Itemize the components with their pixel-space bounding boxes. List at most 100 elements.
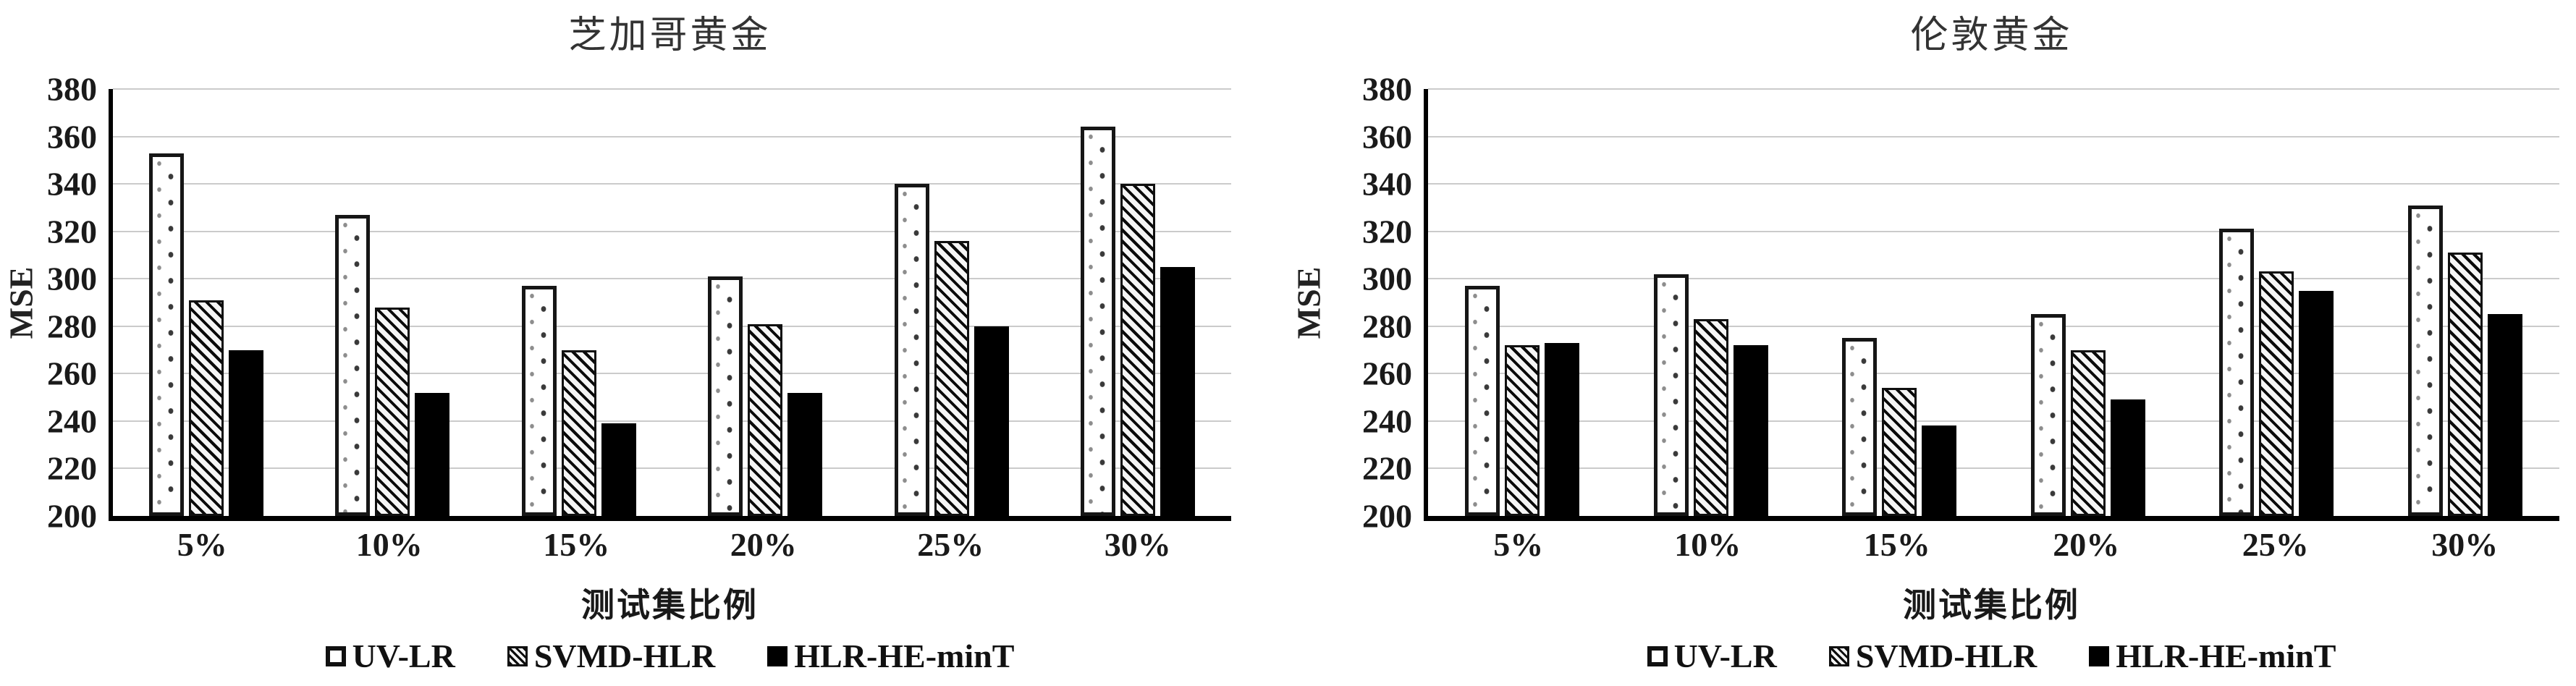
bar-group-20pct [1994,89,2182,516]
x-tick-label-30pct: 30% [2431,526,2499,563]
legend-item-svmd-hlr: SVMD-HLR [1828,637,2037,675]
bar-group-15pct [1805,89,1993,516]
bar-svmd-hlr-25pct [2259,271,2294,516]
y-tick-label-380: 380 [1362,70,1412,108]
legend-item-uv-lr: UV-LR [1647,637,1777,675]
gridline [1428,88,2559,90]
gridline [1428,373,2559,375]
bar-svmd-hlr-20pct [748,323,783,516]
y-tick-label-340: 340 [47,165,97,203]
bar-uv-lr-30pct [1081,127,1116,516]
legend: UV-LR SVMD-HLR HLR-HE-minT [1424,637,2559,675]
bar-svmd-hlr-30pct [2447,253,2483,516]
y-tick-label-240: 240 [47,402,97,440]
bar-hlr-he-mint-10pct [1733,345,1768,516]
x-tick-label-10pct: 10% [355,526,423,563]
bar-svmd-hlr-15pct [1882,388,1917,516]
bar-svmd-hlr-30pct [1120,184,1156,516]
x-tick-label-10pct: 10% [1674,526,1741,563]
y-tick-label-300: 300 [47,260,97,297]
gridline [1428,467,2559,470]
x-tick-label-25pct: 25% [2242,526,2309,563]
y-tick-label-240: 240 [1362,402,1412,440]
legend-label-hlr-he-mint: HLR-HE-minT [2116,638,2336,674]
y-tick-label-280: 280 [47,308,97,345]
legend-item-hlr-he-mint: HLR-HE-minT [2089,637,2336,675]
bar-hlr-he-mint-15pct [601,423,636,516]
y-tick-label-320: 320 [47,213,97,250]
x-tick-label-15pct: 15% [1863,526,1930,563]
x-axis-title: 测试集比例 [1903,587,2080,624]
legend: UV-LR SVMD-HLR HLR-HE-minT [109,637,1231,675]
bar-group-30pct [2371,89,2559,516]
x-tick-label-15pct: 15% [543,526,610,563]
legend-label-uv-lr: UV-LR [1673,638,1777,674]
bar-hlr-he-mint-15pct [1922,425,1957,516]
bar-svmd-hlr-10pct [375,307,410,516]
bar-svmd-hlr-5pct [1505,345,1540,516]
legend-label-uv-lr: UV-LR [352,638,455,674]
y-tick-label-300: 300 [1362,260,1412,297]
y-tick-label-360: 360 [47,118,97,156]
x-tick-label-25pct: 25% [917,526,984,563]
y-tick-label-260: 260 [1362,355,1412,392]
y-tick-label-320: 320 [1362,213,1412,250]
y-tick-label-200: 200 [1362,497,1412,535]
bar-uv-lr-25pct [894,184,929,516]
y-axis-ticks: 380 360 340 320 300 280 260 240 220 200 [0,71,97,535]
bar-svmd-hlr-25pct [934,240,969,516]
bar-svmd-hlr-5pct [188,300,224,516]
gridline [113,135,1231,137]
bar-svmd-hlr-15pct [561,350,596,516]
bar-group-10pct [299,89,485,516]
gridline [1428,325,2559,327]
bar-uv-lr-10pct [335,214,371,516]
bar-uv-lr-5pct [1465,286,1500,516]
chart-london-gold: 伦敦黄金 MSE 380 360 340 320 300 280 260 240 220 200 … [1288,0,2575,686]
legend-item-svmd-hlr: SVMD-HLR [507,637,715,675]
gridline [113,278,1231,280]
gridline [113,325,1231,327]
bar-hlr-he-mint-30pct [1160,266,1196,516]
bar-uv-lr-30pct [2407,205,2443,516]
gridline [113,467,1231,470]
plot-area [1424,88,2559,521]
y-axis-ticks: 380 360 340 320 300 280 260 240 220 200 [1288,71,1412,535]
legend-label-svmd-hlr: SVMD-HLR [533,638,716,674]
bar-group-25pct [858,89,1044,516]
bar-uv-lr-15pct [521,286,557,516]
legend-item-uv-lr: UV-LR [325,637,455,675]
hatched-square-icon [1828,645,1849,666]
chart-title: 芝加哥黄金 [568,15,772,56]
bar-hlr-he-mint-25pct [974,326,1009,516]
x-tick-label-20pct: 20% [2053,526,2120,563]
bar-svmd-hlr-20pct [2070,350,2106,516]
legend-label-svmd-hlr: SVMD-HLR [1855,638,2037,674]
x-axis-ticks: 5% 10% 15% 20% 25% 30% [1424,525,2559,564]
chart-title: 伦敦黄金 [1910,15,2073,56]
bar-hlr-he-mint-5pct [1545,342,1580,516]
bar-uv-lr-20pct [708,276,743,516]
bar-group-20pct [672,89,858,516]
y-tick-label-340: 340 [1362,165,1412,203]
gridline [113,88,1231,90]
x-tick-label-30pct: 30% [1104,526,1171,563]
y-tick-label-220: 220 [1362,449,1412,487]
x-tick-label-20pct: 20% [730,526,797,563]
gridline [1428,230,2559,232]
legend-label-hlr-he-mint: HLR-HE-minT [794,638,1015,674]
bar-group-5pct [1428,89,1616,516]
y-tick-label-360: 360 [1362,118,1412,156]
bar-uv-lr-25pct [2219,229,2255,516]
y-tick-label-280: 280 [1362,308,1412,345]
dotted-square-icon [325,645,346,666]
x-tick-label-5pct: 5% [1493,526,1544,563]
bar-hlr-he-mint-5pct [228,350,263,516]
bar-group-10pct [1616,89,1804,516]
bar-hlr-he-mint-20pct [2110,399,2145,516]
chart-chicago-gold: 芝加哥黄金 MSE 380 360 340 320 300 280 260 240 220 200… [0,15,1231,675]
y-tick-label-220: 220 [47,449,97,487]
bar-uv-lr-5pct [148,153,184,516]
gridline [1428,135,2559,137]
